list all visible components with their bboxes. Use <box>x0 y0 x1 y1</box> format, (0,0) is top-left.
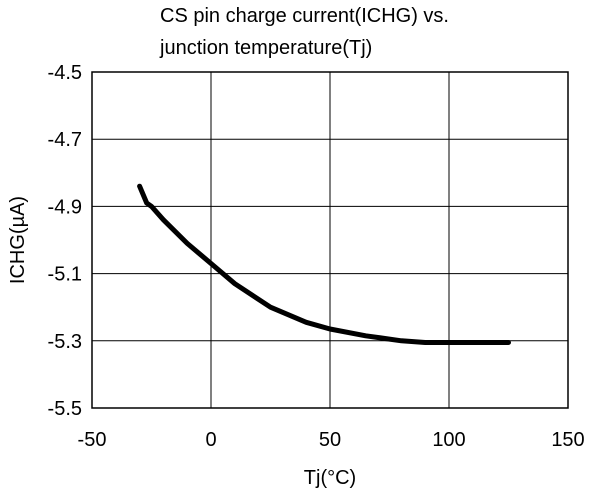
y-tick-label: -5.3 <box>48 331 82 353</box>
y-axis-label: ICHG(µA) <box>7 196 29 284</box>
x-tick-label: 50 <box>319 429 341 451</box>
plot-frame <box>91 71 569 409</box>
x-tick-label: -50 <box>78 429 107 451</box>
x-tick-label: 100 <box>432 429 465 451</box>
chart-title-line2: junction temperature(Tj) <box>160 37 373 59</box>
x-tick-labels: -50 0 50 100 150 <box>78 429 585 451</box>
y-tick-label: -4.5 <box>48 62 82 84</box>
x-tick-label: 0 <box>205 429 216 451</box>
x-tick-label: 150 <box>551 429 584 451</box>
series-line <box>137 183 511 345</box>
y-tick-label: -5.5 <box>48 398 82 420</box>
chart-title-line1: CS pin charge current(ICHG) vs. <box>160 5 449 27</box>
y-tick-label: -4.9 <box>48 196 82 218</box>
y-tick-labels: -4.5 -4.7 -4.9 -5.1 -5.3 -5.5 <box>48 62 82 420</box>
y-tick-label: -4.7 <box>48 129 82 151</box>
x-axis-label: Tj(°C) <box>304 467 356 489</box>
grid-lines <box>91 71 569 409</box>
y-tick-label: -5.1 <box>48 264 82 286</box>
